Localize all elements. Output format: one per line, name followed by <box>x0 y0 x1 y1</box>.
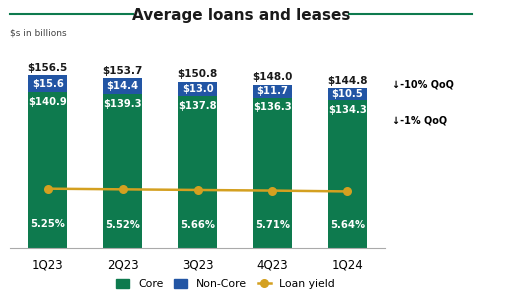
Bar <box>178 82 217 96</box>
Text: 5.64%: 5.64% <box>330 220 365 230</box>
Bar <box>28 92 67 248</box>
Text: $156.5: $156.5 <box>28 63 68 73</box>
Text: $137.8: $137.8 <box>178 101 217 111</box>
Text: $14.4: $14.4 <box>107 81 139 91</box>
Bar <box>253 98 292 248</box>
Legend: Core, Non-Core, Loan yield: Core, Non-Core, Loan yield <box>112 275 340 294</box>
Text: 5.71%: 5.71% <box>255 220 290 230</box>
Text: $11.7: $11.7 <box>256 86 288 96</box>
Text: $140.9: $140.9 <box>28 97 67 108</box>
Text: ↓-1% QoQ: ↓-1% QoQ <box>392 116 447 126</box>
Text: ↓-10% QoQ: ↓-10% QoQ <box>392 79 455 90</box>
Bar <box>328 88 367 100</box>
Text: $148.0: $148.0 <box>252 72 292 82</box>
Text: $136.3: $136.3 <box>253 102 292 112</box>
Bar <box>103 94 142 248</box>
Bar <box>178 96 217 248</box>
Text: $139.3: $139.3 <box>103 99 142 109</box>
Text: $153.7: $153.7 <box>103 66 143 76</box>
Text: $134.3: $134.3 <box>328 104 367 115</box>
Bar <box>103 78 142 94</box>
Text: $150.8: $150.8 <box>177 69 218 79</box>
Text: 5.25%: 5.25% <box>30 219 65 229</box>
Text: $15.6: $15.6 <box>32 79 64 89</box>
Bar <box>28 75 67 92</box>
Bar <box>253 85 292 98</box>
Text: $13.0: $13.0 <box>182 84 213 94</box>
Bar <box>328 100 367 248</box>
Text: $144.8: $144.8 <box>327 76 367 86</box>
Text: 5.66%: 5.66% <box>180 220 215 230</box>
Text: 5.52%: 5.52% <box>105 220 140 230</box>
Text: $10.5: $10.5 <box>331 89 363 99</box>
Text: $s in billions: $s in billions <box>10 29 67 38</box>
Text: Average loans and leases: Average loans and leases <box>132 8 350 23</box>
